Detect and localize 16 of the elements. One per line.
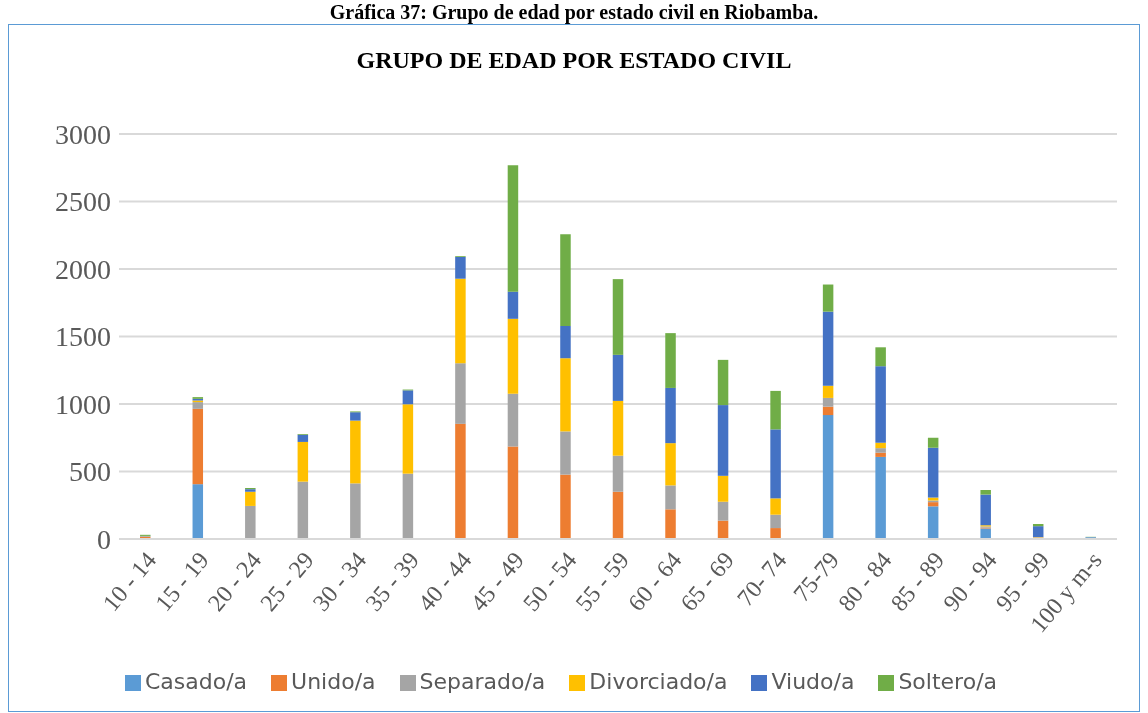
legend-label: Separado/a: [419, 669, 546, 694]
chart-title: GRUPO DE EDAD POR ESTADO CIVIL: [355, 47, 793, 74]
y-tick-label: 500: [69, 456, 111, 488]
legend-label: Soltero/a: [898, 669, 998, 694]
legend-label: Viudo/a: [771, 669, 855, 694]
y-tick-label: 2500: [55, 186, 111, 218]
legend-label: Unido/a: [291, 669, 376, 694]
y-tick-label: 3000: [55, 118, 111, 150]
text: Gráfica 37: Grupo de edad por estado civil en Riobamba.: [328, 1, 820, 23]
legend-label: Casado/a: [144, 669, 248, 694]
y-tick-label: 0: [97, 523, 111, 555]
legend-label: Divorciado/a: [589, 669, 728, 694]
x-tick-label: 70- 74: [731, 547, 792, 612]
y-tick-label: 2000: [55, 253, 111, 285]
y-tick-label: 1000: [55, 388, 111, 420]
y-tick-label: 1500: [55, 321, 111, 353]
